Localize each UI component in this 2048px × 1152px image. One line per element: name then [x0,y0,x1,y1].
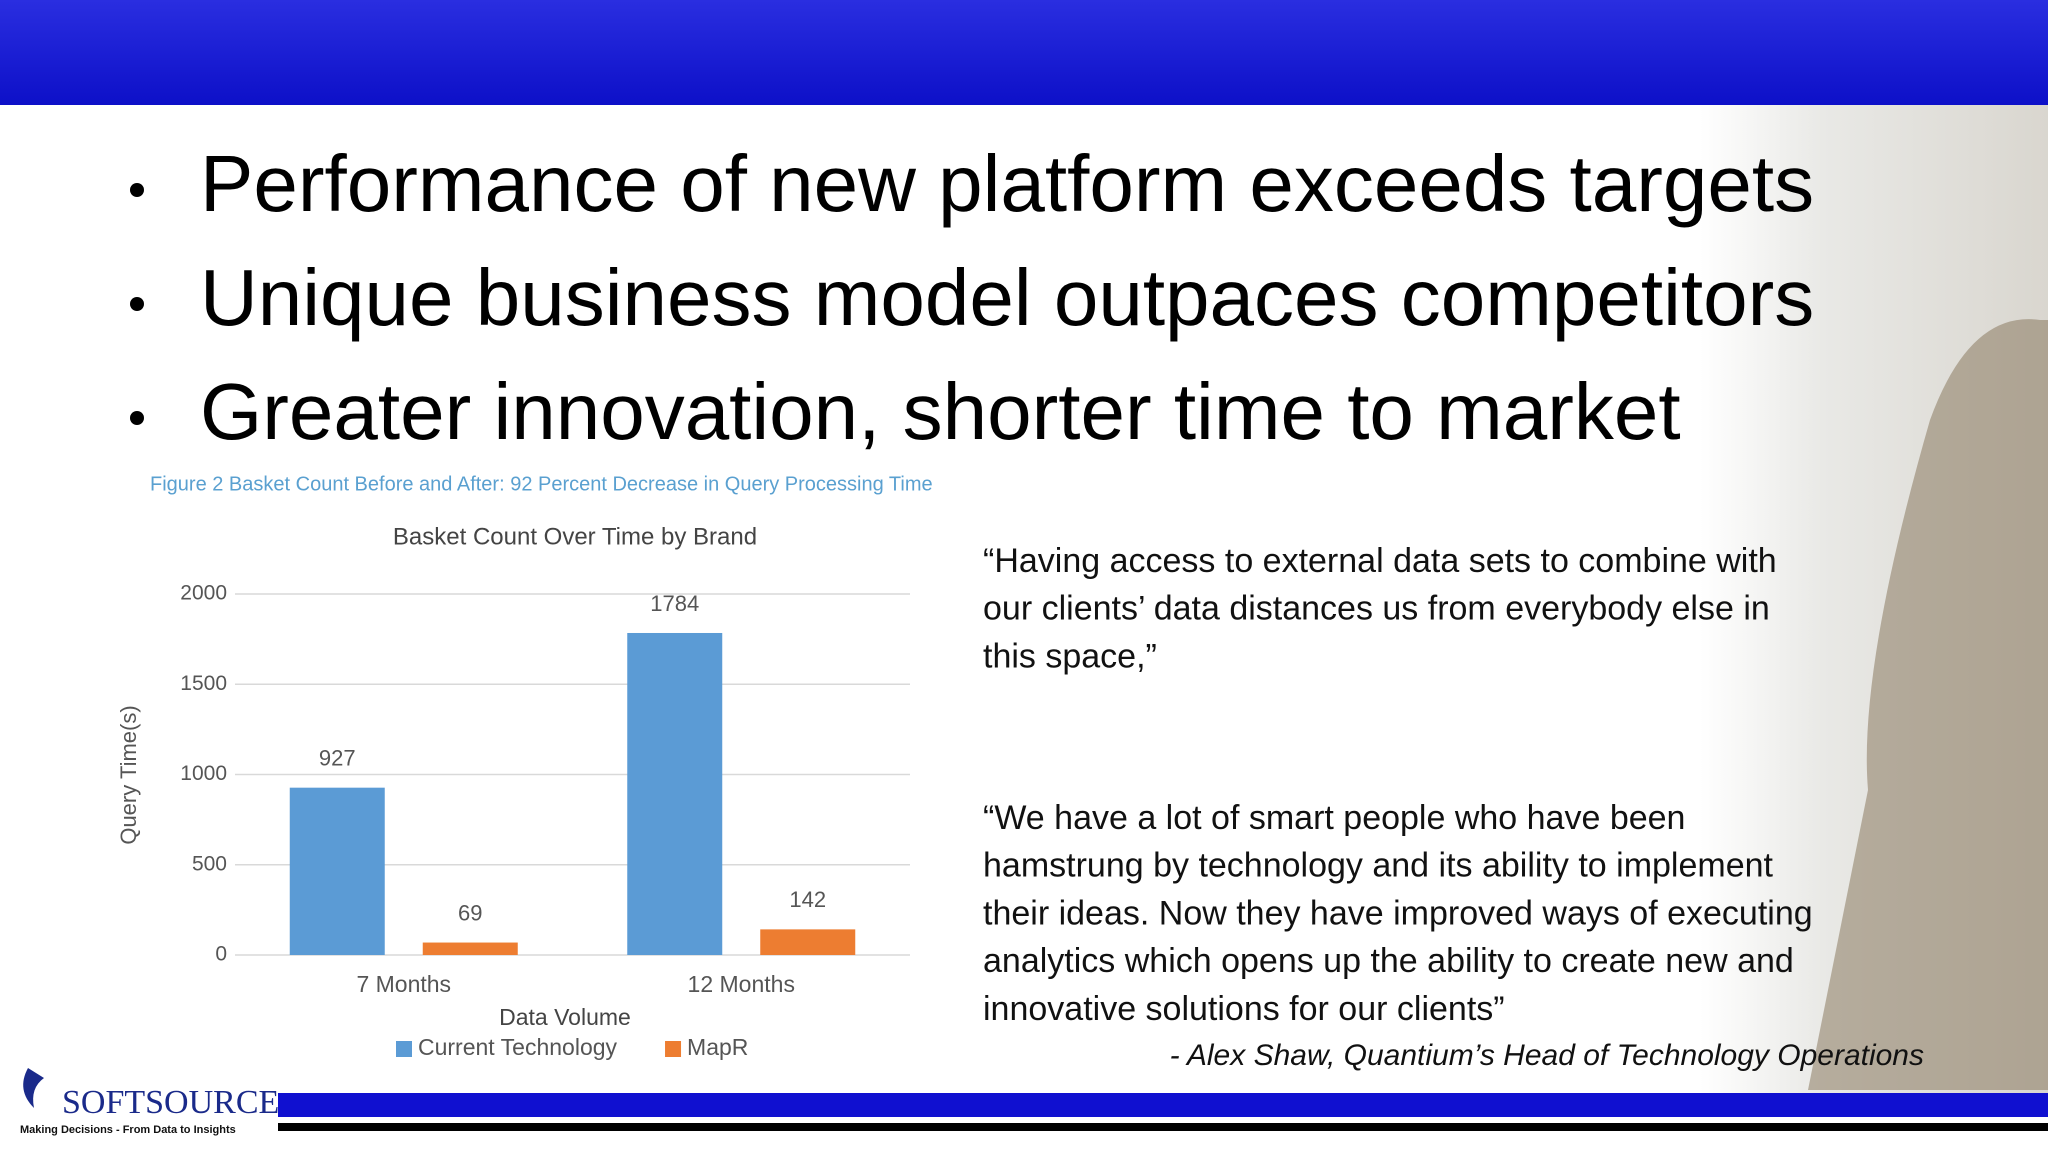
y-tick-label: 1000 [180,762,227,785]
logo-tagline: Making Decisions - From Data to Insights [20,1124,236,1136]
logo-icon [23,1068,44,1108]
y-tick-label: 1500 [180,672,227,695]
y-tick-label: 500 [192,852,227,875]
legend-label: MapR [687,1034,748,1060]
header-bar [0,0,2048,105]
person-silhouette [1808,319,2048,1091]
quote-line: this space,” [983,637,1157,675]
data-label: 927 [319,745,356,770]
legend-label: Current Technology [418,1034,618,1060]
bullet-text: Performance of new platform exceeds targ… [200,139,1814,228]
bar [422,942,518,955]
quote-line: hamstrung by technology and its ability … [983,847,1774,885]
legend-swatch [665,1041,682,1057]
y-tick-label: 0 [215,943,227,966]
quote-line: our clients’ data distances us from ever… [983,590,1770,628]
quote-line: their ideas. Now they have improved ways… [983,894,1813,932]
x-tick-label: 7 Months [356,971,451,997]
quote-line: innovative solutions for our clients” [983,990,1505,1028]
chart-title: Basket Count Over Time by Brand [393,523,757,550]
figure-caption: Figure 2 Basket Count Before and After: … [150,473,933,495]
data-label: 1784 [650,591,699,616]
attribution: - Alex Shaw, Quantium’s Head of Technolo… [1170,1039,1924,1072]
y-axis-label: Query Time(s) [116,705,141,844]
bullet-dot [130,411,144,425]
footer-line [278,1123,2048,1131]
data-label: 142 [789,887,826,912]
quotes: “Having access to external data sets to … [983,542,1813,1028]
legend-swatch [396,1041,412,1057]
footer-bar [278,1093,2048,1117]
quote-line: “We have a lot of smart people who have … [983,799,1685,837]
chart: Basket Count Over Time by Brand 0 500 1000 1… [116,523,910,1060]
quote-line: “Having access to external data sets to … [983,542,1777,580]
bullet-dot [130,297,144,311]
x-axis-label: Data Volume [499,1004,631,1030]
bullet-text: Greater innovation, shorter time to mark… [200,367,1681,456]
y-tick-label: 2000 [180,582,227,605]
data-label: 69 [458,900,482,925]
bullet-list: Performance of new platform exceeds targ… [130,139,1814,456]
bullet-dot [130,183,144,197]
logo-name: SOFTSOURCE [62,1084,279,1121]
bar [760,929,856,955]
x-tick-label: 12 Months [688,971,795,997]
bullet-text: Unique business model outpaces competito… [200,253,1814,342]
bar [627,632,723,955]
quote-line: analytics which opens up the ability to … [983,942,1794,980]
bar [289,787,385,955]
